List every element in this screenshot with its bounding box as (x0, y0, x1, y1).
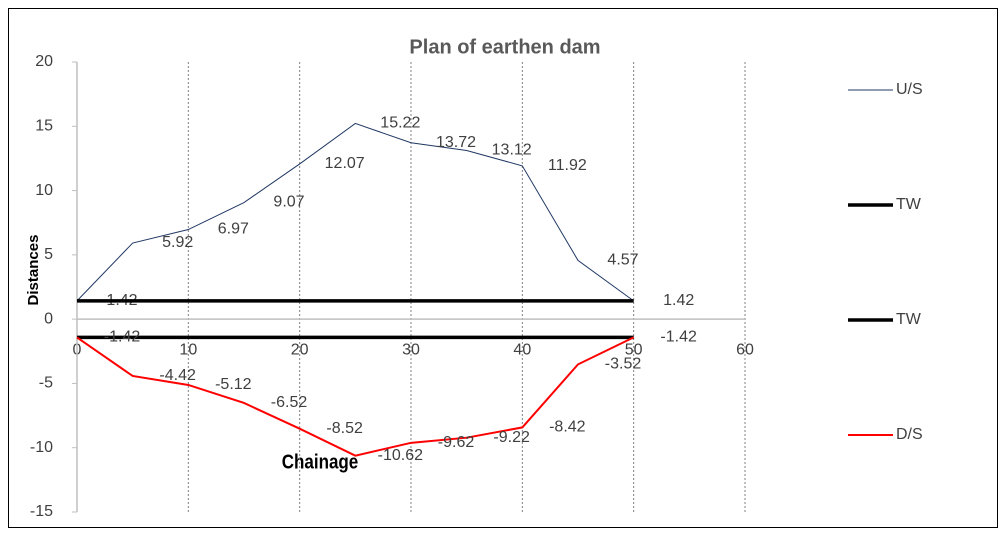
x-tick-label: 60 (736, 341, 754, 358)
data-label: -9.62 (438, 434, 475, 451)
data-label: 6.97 (218, 221, 249, 238)
y-axis-label: Distances (25, 235, 42, 306)
legend-label: TW (896, 196, 922, 213)
x-axis-label: Chainage (282, 450, 358, 473)
x-tick-label: 10 (179, 341, 197, 358)
data-label: -10.62 (378, 447, 423, 464)
data-label: 11.92 (548, 157, 587, 174)
data-label: 13.12 (492, 142, 532, 159)
y-tick-label: 20 (35, 53, 53, 70)
y-tick-label: 15 (35, 118, 53, 135)
data-label: -1.42 (660, 329, 697, 346)
y-tick-label: 0 (44, 310, 53, 327)
data-label: 12.07 (325, 155, 365, 172)
legend-label: TW (896, 311, 922, 328)
x-tick-label: 20 (291, 341, 309, 358)
data-label: -4.42 (159, 367, 196, 384)
data-label: 4.57 (607, 252, 638, 269)
y-tick-label: -5 (39, 375, 53, 392)
data-label: 15.22 (380, 115, 420, 132)
data-label: 13.72 (436, 134, 476, 151)
data-label: -6.52 (271, 394, 308, 411)
y-tick-label: -10 (30, 439, 53, 456)
data-label: 5.92 (162, 234, 193, 251)
data-label: 1.42 (663, 292, 694, 309)
x-tick-label: 30 (402, 341, 420, 358)
data-label: -3.52 (605, 356, 642, 373)
y-tick-label: -15 (30, 503, 53, 520)
line-series (76, 122, 634, 302)
x-tick-label: 40 (513, 341, 531, 358)
legend-label: U/S (896, 81, 923, 98)
line-series (76, 336, 635, 457)
y-tick-label: 5 (44, 246, 53, 263)
data-label: -8.42 (549, 419, 586, 436)
x-tick-label: 50 (625, 341, 643, 358)
data-label: -1.42 (104, 329, 141, 346)
data-label: 9.07 (273, 194, 304, 211)
y-tick-label: 10 (35, 182, 53, 199)
data-label: -8.52 (326, 420, 363, 437)
data-label: -9.22 (493, 429, 530, 446)
chart-title: Plan of earthen dam (409, 36, 600, 58)
data-label: -5.12 (215, 376, 252, 393)
chart-border (8, 8, 998, 528)
legend-label: D/S (896, 426, 923, 443)
